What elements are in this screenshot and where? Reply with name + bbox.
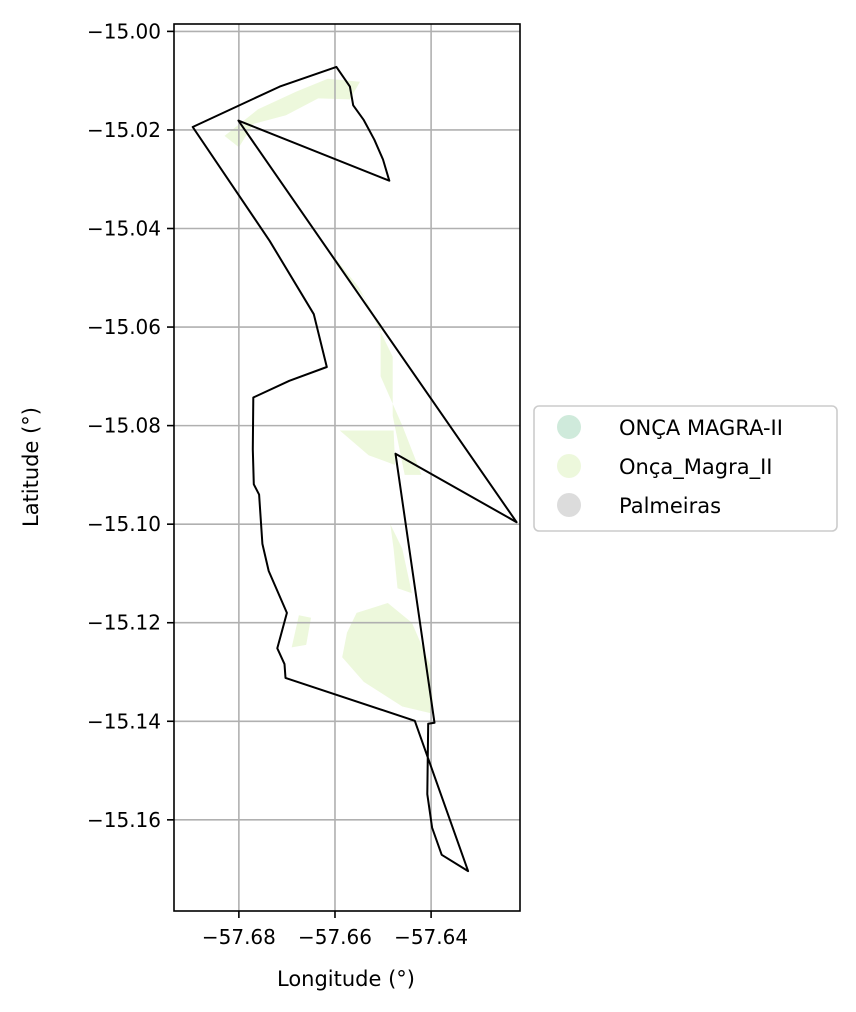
x-tick-label-1: −57.68: [202, 925, 276, 949]
legend-marker-2: [557, 454, 581, 478]
legend: ONÇA MAGRA-II Onça_Magra_II Palmeiras: [534, 406, 837, 531]
legend-marker-3: [557, 493, 581, 517]
legend-label-2: Onça_Magra_II: [619, 455, 772, 480]
y-tick-label-7: −15.12: [87, 611, 161, 635]
x-tick-label-3: −57.64: [394, 925, 468, 949]
y-axis-label: Latitude (°): [19, 407, 43, 527]
x-tick-label-2: −57.66: [298, 925, 372, 949]
y-tick-label-5: −15.08: [87, 414, 161, 438]
y-tick-label-1: −15.00: [87, 19, 161, 43]
y-tick-label-6: −15.10: [87, 512, 161, 536]
legend-marker-1: [557, 415, 581, 439]
y-tick-label-3: −15.04: [87, 217, 161, 241]
y-tick-label-4: −15.06: [87, 315, 161, 339]
legend-label-1: ONÇA MAGRA-II: [619, 416, 783, 440]
x-axis-label: Longitude (°): [277, 967, 415, 991]
y-tick-label-2: −15.02: [87, 118, 161, 142]
legend-label-3: Palmeiras: [619, 494, 721, 518]
y-tick-label-9: −15.16: [87, 808, 161, 832]
y-axis: −15.00 −15.02 −15.04 −15.06 −15.08 −15.10 −15.…: [87, 19, 174, 831]
y-tick-label-8: −15.14: [87, 709, 161, 733]
